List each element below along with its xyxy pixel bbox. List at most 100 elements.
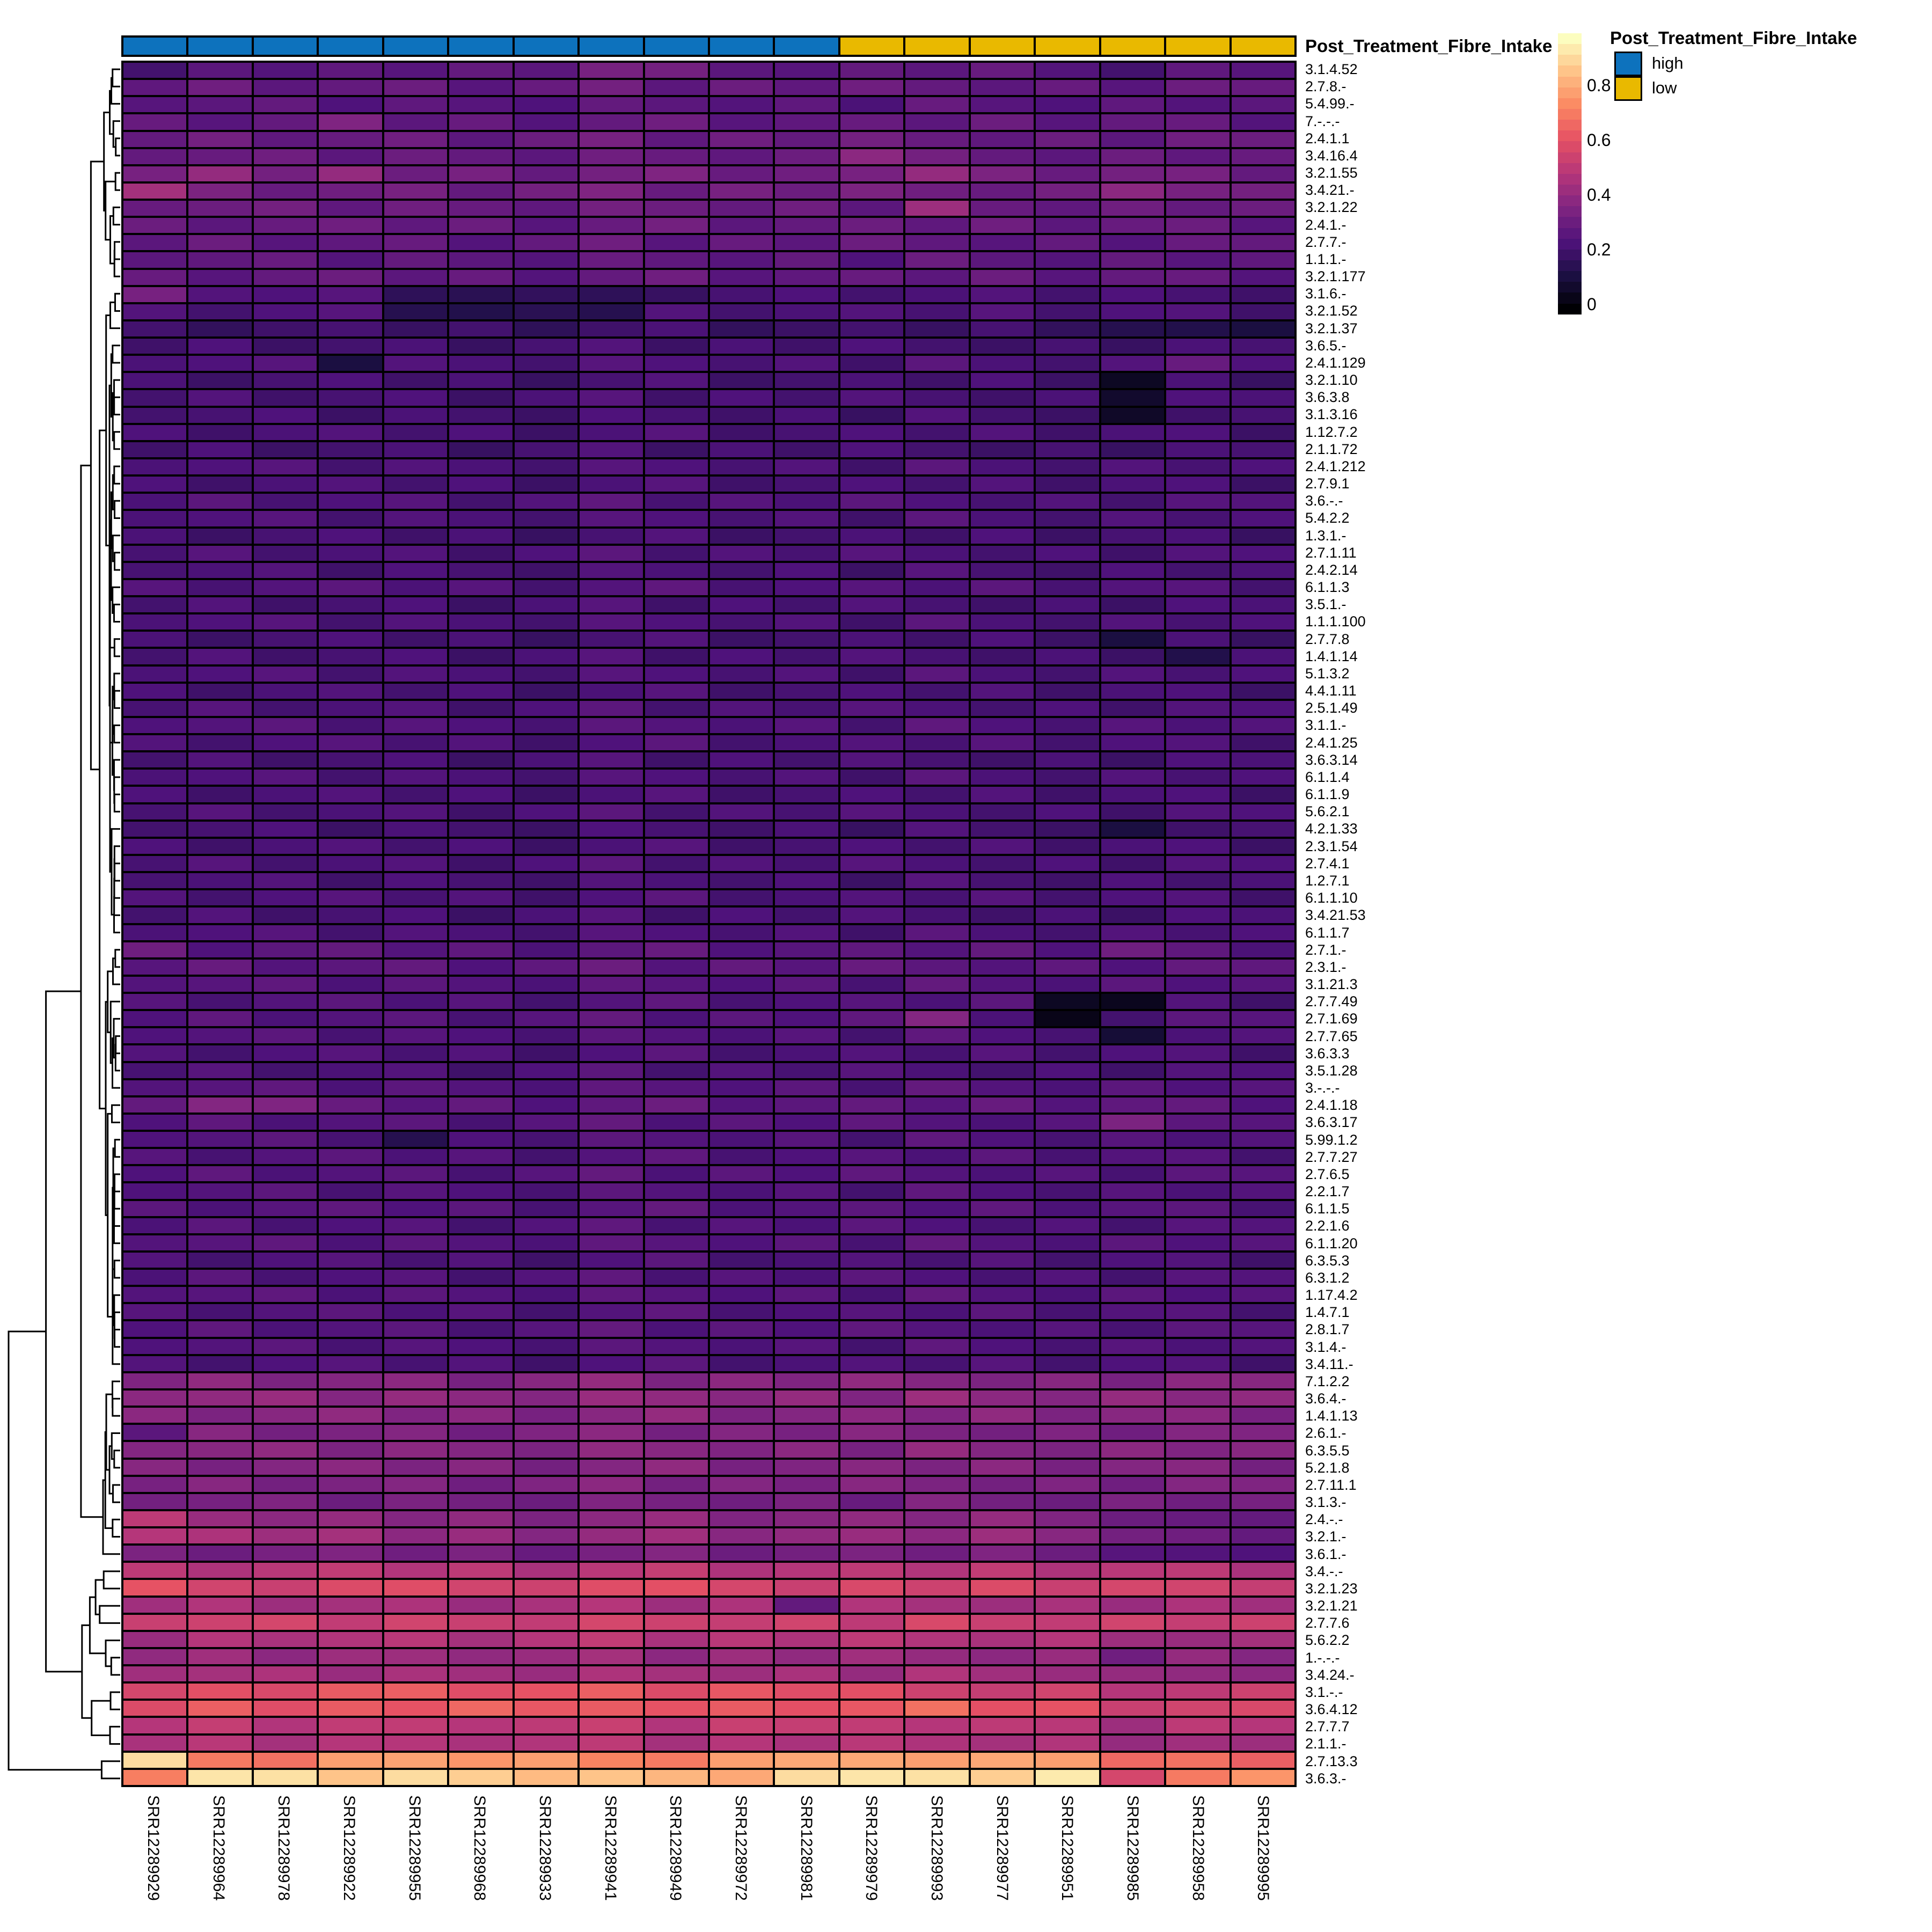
heatmap-cell [643, 958, 709, 976]
heatmap-cell [513, 1062, 579, 1079]
heatmap-cell [513, 803, 579, 821]
heatmap-cell [643, 1199, 709, 1217]
heatmap-cell [318, 837, 383, 855]
heatmap-cell [513, 1320, 579, 1338]
heatmap-cell [513, 1630, 579, 1648]
annotation-cell-low [1165, 36, 1231, 56]
heatmap-cell [318, 872, 383, 890]
heatmap-cell [579, 1251, 644, 1269]
heatmap-cell [1165, 96, 1231, 114]
heatmap-cell [122, 338, 188, 355]
heatmap-cell [1165, 1389, 1231, 1407]
heatmap-cell [579, 1596, 644, 1614]
heatmap-cell [252, 1458, 318, 1476]
heatmap-cell [774, 1320, 839, 1338]
heatmap-cell [252, 458, 318, 476]
heatmap-cell [513, 665, 579, 683]
heatmap-cell [643, 941, 709, 958]
heatmap-cell [252, 1165, 318, 1183]
heatmap-cell [187, 751, 253, 769]
heatmap-cell [1035, 1131, 1100, 1148]
heatmap-cell [969, 234, 1035, 252]
heatmap-cell [839, 1613, 905, 1631]
heatmap-cell [774, 355, 839, 372]
heatmap-cell [839, 286, 905, 303]
heatmap-cell [579, 1717, 644, 1735]
heatmap-cell [774, 716, 839, 735]
column-label: SRR12289949 [667, 1795, 685, 1901]
heatmap-cell [969, 510, 1035, 528]
heatmap-cell [252, 1044, 318, 1062]
row-label: 3.1.3.- [1305, 1494, 1346, 1511]
heatmap-cell [1230, 1182, 1296, 1200]
heatmap-cell [1100, 682, 1166, 700]
heatmap-cell [904, 1010, 970, 1028]
heatmap-cell [839, 1648, 905, 1666]
heatmap-cell [1100, 1717, 1166, 1735]
heatmap-cell [579, 1079, 644, 1096]
heatmap-cell [708, 389, 774, 407]
heatmap-cell [969, 268, 1035, 286]
heatmap-cell [252, 251, 318, 269]
row-label: 3.1.-.- [1305, 1684, 1343, 1700]
heatmap-cell [774, 1113, 839, 1131]
heatmap-cell [643, 820, 709, 838]
heatmap-cell [383, 1320, 449, 1338]
heatmap-cell [1100, 1458, 1166, 1476]
heatmap-cell [904, 372, 970, 390]
heatmap-cell [252, 1303, 318, 1321]
heatmap-cell [1230, 355, 1296, 372]
heatmap-cell [708, 613, 774, 631]
heatmap-cell [643, 544, 709, 562]
heatmap-cell [252, 1475, 318, 1493]
heatmap-cell [448, 1648, 514, 1666]
heatmap-cell [187, 1734, 253, 1752]
heatmap-cell [187, 320, 253, 338]
heatmap-cell [1230, 1648, 1296, 1666]
heatmap-cell [318, 648, 383, 665]
row-label: 2.7.1.69 [1305, 1011, 1358, 1027]
heatmap-cell [774, 1199, 839, 1217]
heatmap-cell [774, 113, 839, 131]
heatmap-cell [448, 1768, 514, 1786]
column-label: SRR12289941 [601, 1795, 619, 1901]
heatmap-cell [1165, 1251, 1231, 1269]
heatmap-cell [1035, 182, 1100, 200]
heatmap-cell [1230, 769, 1296, 786]
heatmap-cell [1165, 1613, 1231, 1631]
heatmap-cell [318, 993, 383, 1011]
heatmap-cell [969, 79, 1035, 97]
heatmap-cell [708, 1096, 774, 1114]
heatmap-cell [774, 1545, 839, 1562]
heatmap-cell [448, 1682, 514, 1700]
heatmap-cell [318, 751, 383, 769]
heatmap-cell [969, 338, 1035, 355]
heatmap-cell [774, 268, 839, 286]
heatmap-cell [969, 1665, 1035, 1683]
heatmap-cell [318, 217, 383, 235]
heatmap-cell [383, 924, 449, 941]
heatmap-cell [318, 234, 383, 252]
heatmap-cell [122, 1665, 188, 1683]
heatmap-cell [252, 631, 318, 648]
heatmap-cell [839, 1389, 905, 1407]
heatmap-cell [904, 234, 970, 252]
heatmap-cell [448, 303, 514, 320]
heatmap-cell [643, 1027, 709, 1045]
heatmap-cell [774, 148, 839, 165]
heatmap-cell [448, 441, 514, 458]
heatmap-cell [579, 1062, 644, 1079]
heatmap-cell [448, 1096, 514, 1114]
heatmap-cell [448, 648, 514, 665]
heatmap-cell [904, 596, 970, 614]
heatmap-cell [318, 1062, 383, 1079]
heatmap-cell [774, 941, 839, 958]
heatmap-cell [969, 1269, 1035, 1286]
heatmap-cell [643, 596, 709, 614]
row-label: 3.2.1.37 [1305, 320, 1358, 336]
heatmap-cell [252, 1372, 318, 1389]
heatmap-cell [1165, 1717, 1231, 1735]
heatmap-cell [383, 1562, 449, 1579]
heatmap-cell [122, 820, 188, 838]
heatmap-cell [187, 854, 253, 873]
